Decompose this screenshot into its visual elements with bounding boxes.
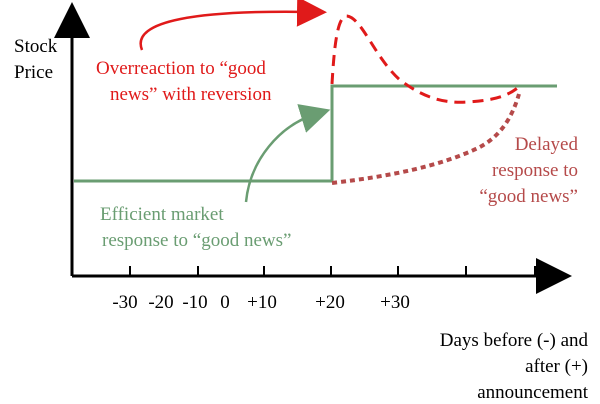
x-tick-label: -30 [112,292,137,313]
delayed-response-curve [331,93,521,185]
x-axis-label-line1: Days before (-) and [440,330,589,351]
delayed-label-line1: Delayed [515,134,579,155]
overreaction-label-line1: Overreaction to “good [96,58,266,79]
y-axis-label-line1: Stock [14,36,58,57]
delayed-label-line3: “good news” [479,186,578,207]
efficient-arrow [244,104,331,203]
efficient-label-line2: response to “good news” [102,230,291,251]
y-axis-label-line2: Price [14,62,53,83]
x-tick-marks [129,266,536,276]
x-tick-label: +30 [380,292,410,313]
overreaction-curve [330,14,521,104]
overreaction-label-line2: news” with reversion [110,84,272,105]
efficient-label-line1: Efficient market [100,204,224,225]
overreaction-arrow [139,0,327,51]
x-axis-label-line2: after (+) [525,356,588,377]
x-axis-label-line3: announcement [477,382,589,403]
efficient-response-line [74,84,557,183]
x-tick-label: 0 [220,292,230,313]
x-tick-label: +20 [315,292,345,313]
x-tick-label: -20 [148,292,173,313]
x-tick-label: +10 [247,292,277,313]
x-tick-label: -10 [182,292,207,313]
delayed-label-line2: response to [492,160,578,181]
